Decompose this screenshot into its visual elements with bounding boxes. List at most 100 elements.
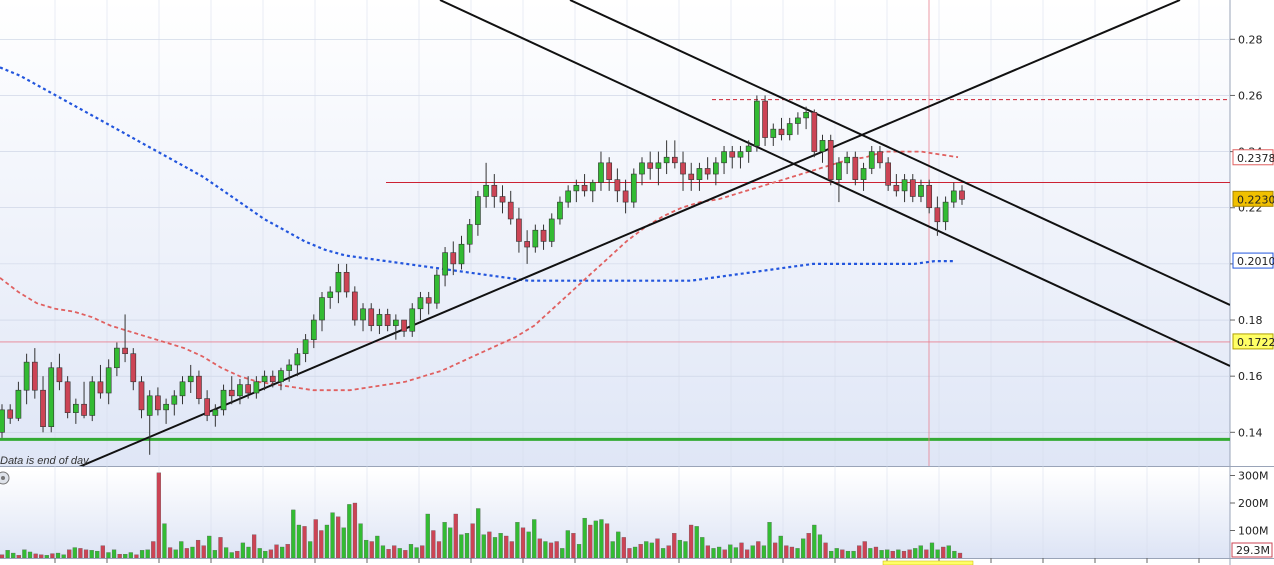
candle-body — [97, 381, 104, 394]
axis-layer: 0.140.160.180.200.220.240.260.28100M200M… — [54, 33, 1274, 563]
volume-bar — [240, 542, 246, 558]
volume-bar — [5, 550, 10, 558]
volume-bar — [716, 546, 722, 558]
volume-bar — [319, 530, 324, 558]
volume-bar — [929, 542, 935, 558]
downtrend-line-upper — [569, 0, 1230, 306]
volume-bar — [610, 541, 615, 558]
volume-bar — [812, 524, 817, 558]
volume-bar — [901, 550, 907, 558]
volume-bar — [890, 550, 895, 558]
candle-body — [877, 151, 883, 164]
volume-bar — [789, 546, 795, 558]
volume-bar — [700, 537, 705, 558]
volume-bar — [201, 545, 206, 558]
volume-bar — [151, 541, 156, 558]
candle-body — [524, 241, 530, 248]
volume-bar — [801, 538, 806, 558]
candle-body — [844, 156, 850, 164]
gear-icon-center — [1, 476, 5, 480]
volume-bar — [296, 524, 302, 558]
volume-bar — [431, 530, 436, 558]
volume-bar — [778, 535, 783, 558]
volume-bar — [649, 542, 654, 558]
volume-bar — [784, 545, 789, 558]
volume-bar — [218, 537, 223, 558]
volume-bar — [694, 526, 699, 558]
volume-bar — [22, 549, 27, 558]
volume-bar — [78, 548, 83, 558]
volume-bar — [722, 549, 727, 558]
candle-body — [384, 314, 391, 326]
volume-bar — [16, 555, 21, 558]
candle-body — [417, 297, 424, 310]
volume-bar — [644, 541, 649, 558]
candle-body — [89, 381, 96, 416]
volume-bar — [845, 550, 851, 558]
volume-bar — [554, 541, 559, 558]
candle-body — [0, 409, 5, 433]
price-tick-label: 0.14 — [1238, 426, 1263, 439]
volume-bar — [212, 550, 217, 558]
volume-bar — [823, 542, 828, 558]
volume-last-label: 29.3M — [1236, 544, 1270, 557]
volume-bar — [95, 550, 100, 558]
candle-body — [163, 403, 169, 411]
volume-bar — [235, 550, 240, 558]
volume-bar — [907, 549, 912, 558]
badge-ma-slow: 0.2010 — [1237, 255, 1274, 268]
candle-body — [31, 361, 38, 391]
volume-bar — [111, 549, 117, 558]
badge-ma-fast-bg — [1232, 149, 1274, 166]
candle-body — [122, 347, 128, 355]
volume-bar — [257, 548, 262, 558]
candle-body — [360, 308, 366, 321]
candle-body — [950, 190, 957, 203]
candle-body — [491, 184, 498, 197]
candle-body — [942, 201, 949, 223]
volume-bar — [190, 546, 195, 558]
volume-bar — [72, 547, 77, 558]
candle-body — [368, 308, 375, 326]
volume-bar — [498, 533, 503, 558]
candle-body — [253, 381, 260, 394]
candle-body — [836, 162, 842, 180]
volume-bar — [565, 530, 570, 558]
candle-body — [786, 123, 793, 136]
volume-bar — [660, 548, 666, 558]
volume-bar — [885, 549, 890, 558]
volume-bar — [677, 539, 682, 558]
candle-body — [458, 243, 465, 265]
volume-bar — [728, 544, 733, 558]
volume-bar — [750, 545, 755, 558]
volume-bars — [0, 472, 963, 558]
volume-bar — [364, 539, 369, 558]
volume-bar — [324, 524, 330, 558]
candle-body — [81, 403, 87, 416]
volume-bar — [515, 522, 520, 558]
price-tick-label: 0.18 — [1238, 314, 1263, 327]
volume-bar — [806, 533, 811, 558]
candle-body — [401, 319, 407, 332]
candle-body — [64, 381, 71, 413]
volume-bar — [44, 555, 49, 558]
volume-bar — [117, 554, 122, 558]
volume-bar — [666, 545, 671, 558]
candle-body — [671, 156, 678, 164]
candle-body — [475, 196, 481, 225]
volume-bar — [347, 504, 352, 558]
volume-bar — [745, 549, 750, 558]
candle-body — [893, 184, 900, 192]
price-layer — [0, 0, 1230, 466]
volume-bar — [773, 542, 778, 558]
volume-bar — [179, 541, 184, 558]
candle-body — [778, 128, 785, 136]
volume-last-badge — [1231, 542, 1273, 558]
volume-bar — [392, 545, 397, 558]
volume-bar — [27, 551, 33, 558]
candle-body — [310, 319, 317, 340]
volume-bar — [952, 550, 957, 558]
volume-bar — [268, 549, 274, 558]
volume-bar — [795, 548, 800, 558]
